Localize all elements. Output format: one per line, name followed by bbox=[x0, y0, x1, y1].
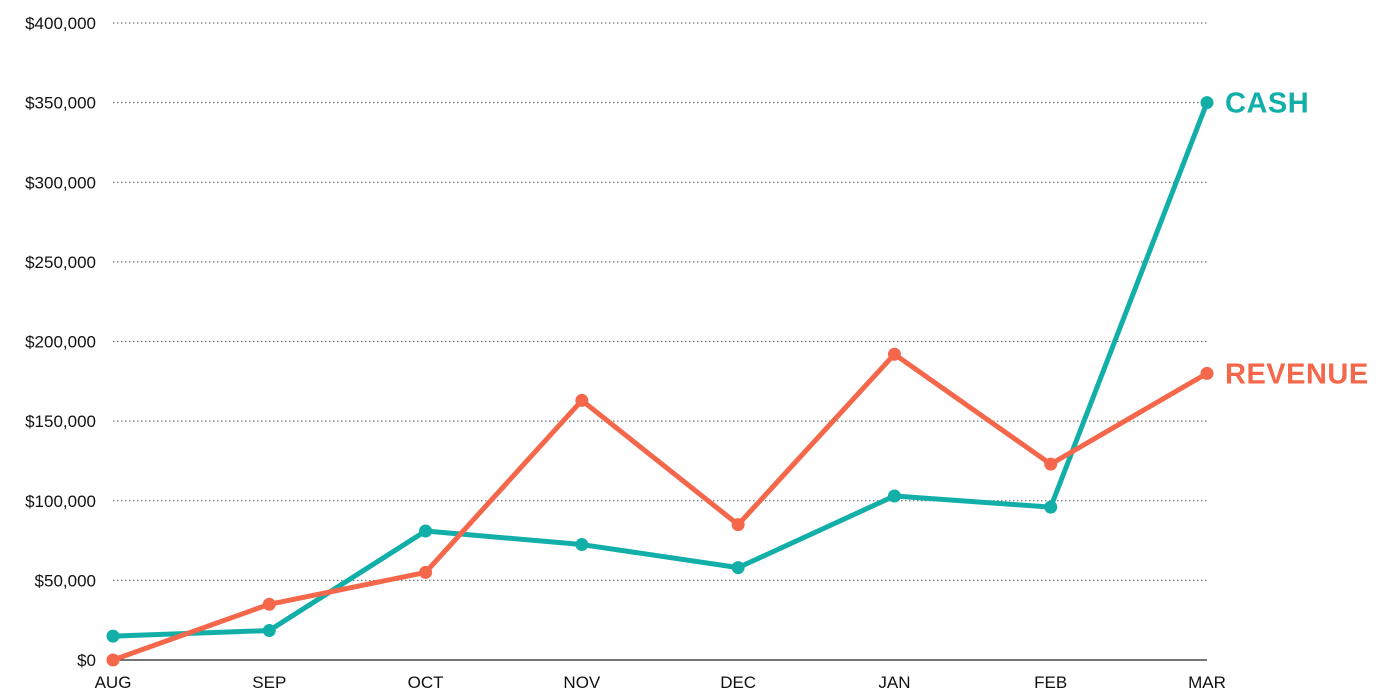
y-tick-label: $400,000 bbox=[25, 14, 96, 33]
data-point-revenue bbox=[262, 597, 276, 611]
axes: $0 $50,000 $100,000 $150,000 $200,000 $250,00… bbox=[25, 14, 1226, 692]
x-tick-label: OCT bbox=[408, 673, 444, 692]
series-label-revenue: REVENUE bbox=[1225, 358, 1369, 390]
data-point-revenue bbox=[575, 393, 589, 407]
x-tick-label: SEP bbox=[252, 673, 286, 692]
y-tick-label: $350,000 bbox=[25, 94, 96, 113]
x-tick-label: FEB bbox=[1034, 673, 1067, 692]
x-tick-label: AUG bbox=[95, 673, 132, 692]
gridlines bbox=[113, 22, 1207, 581]
x-tick-label: JAN bbox=[878, 673, 910, 692]
series-labels: CASH REVENUE bbox=[1225, 88, 1369, 391]
y-tick-label: $100,000 bbox=[25, 492, 96, 511]
y-tick-label: $150,000 bbox=[25, 412, 96, 431]
data-point-revenue bbox=[419, 565, 433, 579]
y-tick-label: $300,000 bbox=[25, 173, 96, 192]
series-line-revenue bbox=[110, 351, 1210, 663]
data-point-revenue bbox=[731, 518, 745, 532]
data-point-revenue bbox=[106, 653, 120, 667]
x-tick-label: DEC bbox=[720, 673, 756, 692]
x-tick-label: NOV bbox=[563, 673, 601, 692]
data-point-cash bbox=[1044, 500, 1058, 514]
x-tick-label: MAR bbox=[1188, 673, 1226, 692]
y-tick-label: $200,000 bbox=[25, 333, 96, 352]
data-point-cash bbox=[1200, 96, 1214, 110]
y-tick-label: $0 bbox=[77, 651, 96, 670]
data-point-cash bbox=[262, 624, 276, 638]
data-point-cash bbox=[106, 629, 120, 643]
data-point-cash bbox=[575, 538, 589, 552]
data-point-cash bbox=[731, 561, 745, 575]
data-point-revenue bbox=[887, 347, 901, 361]
data-point-revenue bbox=[1200, 366, 1214, 380]
data-point-cash bbox=[419, 524, 433, 538]
y-tick-label: $50,000 bbox=[35, 571, 96, 590]
series-line-cash bbox=[110, 100, 1210, 639]
series-lines bbox=[106, 96, 1214, 667]
y-tick-label: $250,000 bbox=[25, 253, 96, 272]
data-point-revenue bbox=[1044, 457, 1058, 471]
data-point-cash bbox=[887, 489, 901, 503]
series-label-cash: CASH bbox=[1225, 88, 1309, 120]
